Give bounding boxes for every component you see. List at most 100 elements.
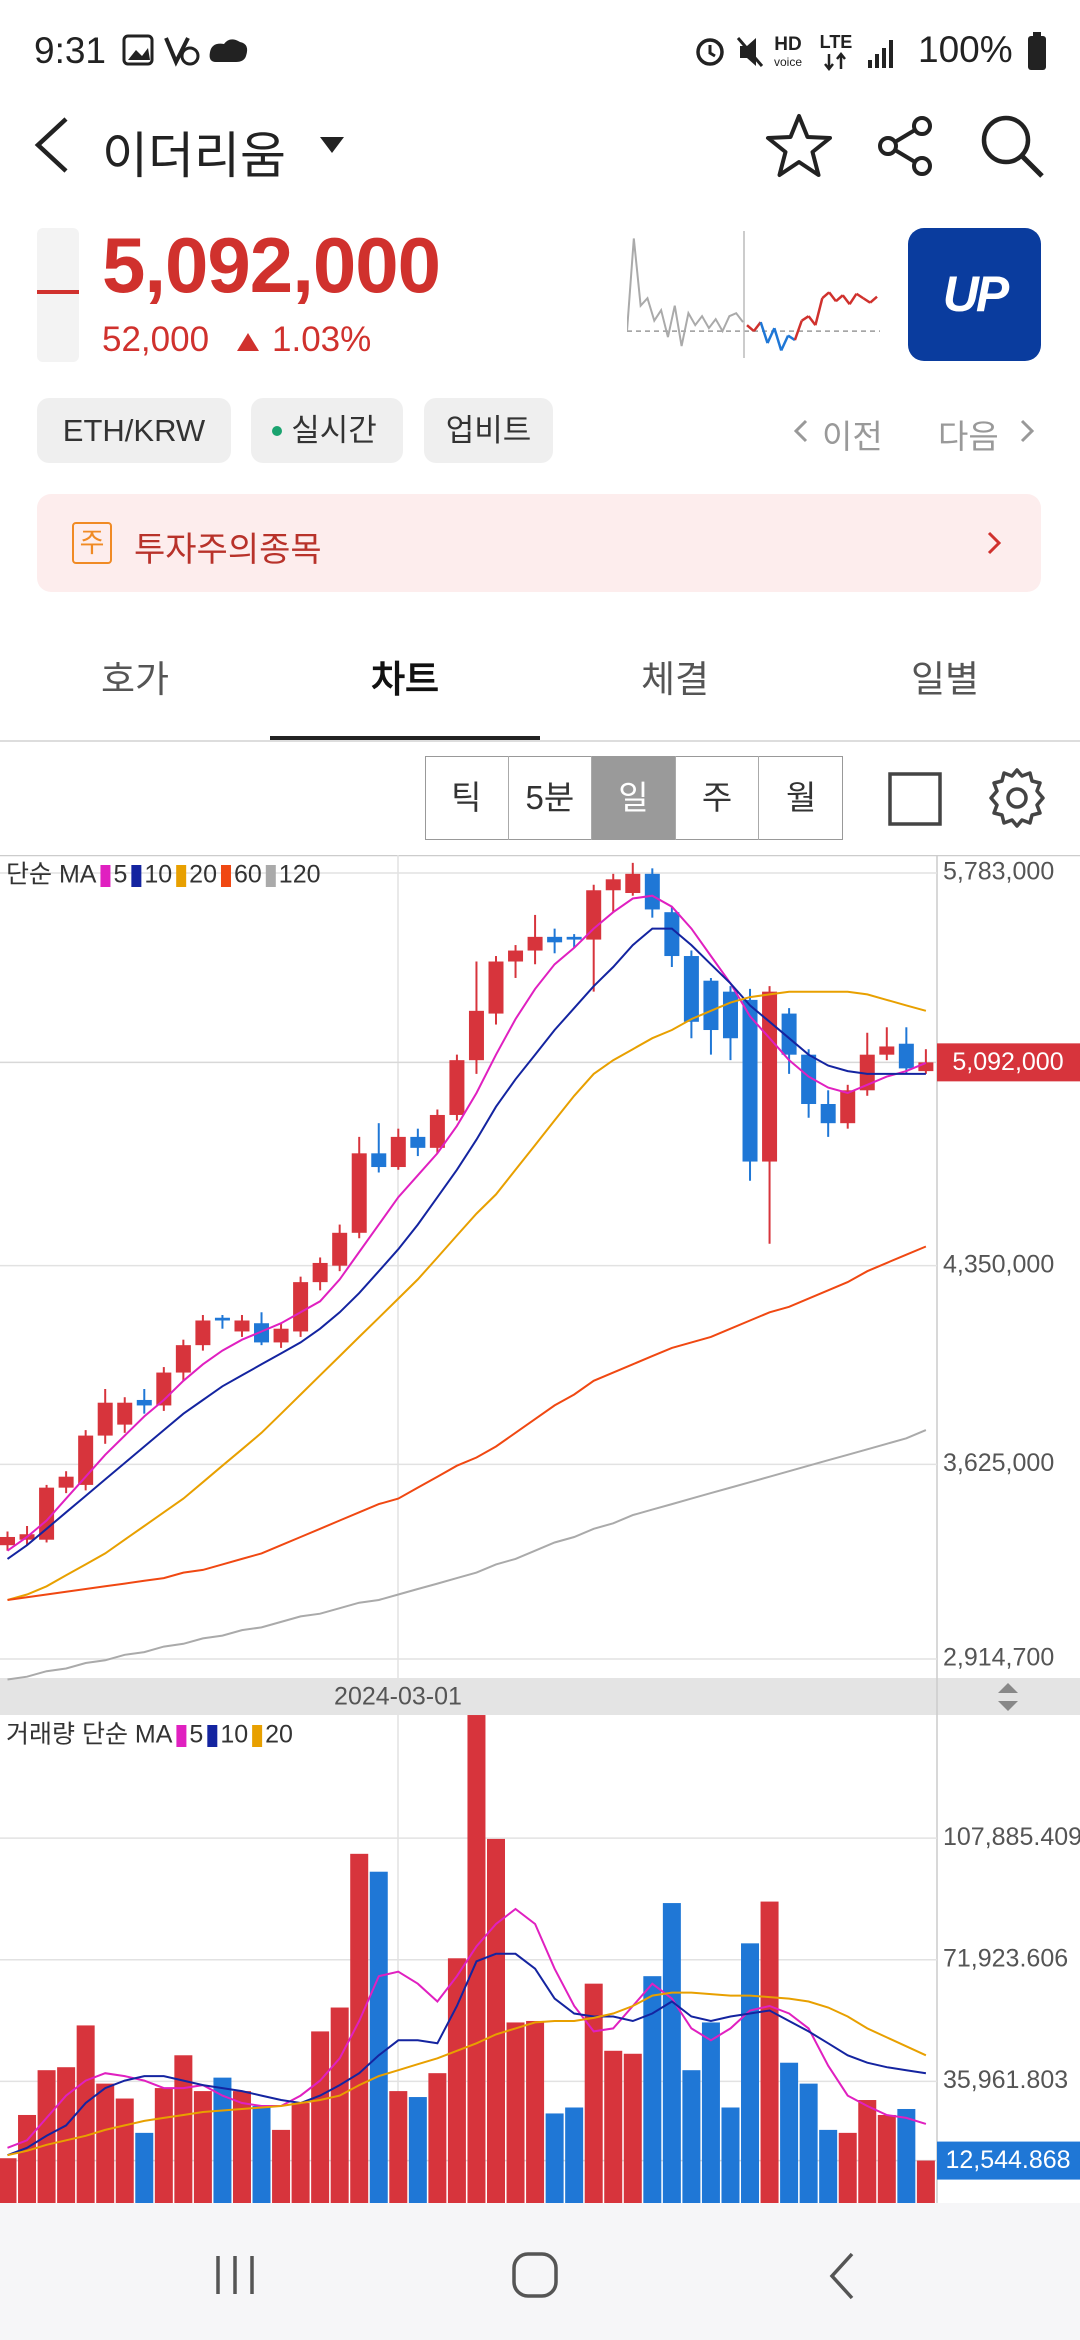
volume-bar — [389, 2091, 408, 2203]
candle-body — [117, 1402, 133, 1425]
settings-button[interactable] — [985, 766, 1049, 830]
fullscreen-icon — [888, 772, 942, 826]
candle-body — [820, 1104, 836, 1124]
ma-line — [7, 990, 927, 1601]
price-change: 52,000 — [102, 320, 210, 359]
current-value-label: 5,092,000 — [952, 1048, 1063, 1076]
tab-divider — [0, 740, 1080, 742]
tab[interactable]: 호가 — [100, 659, 170, 700]
fullscreen-button[interactable] — [886, 770, 944, 828]
current-value-box — [937, 2141, 1080, 2180]
spark-today-segment — [793, 320, 803, 341]
candle-body — [566, 936, 582, 940]
candle-body — [644, 873, 660, 910]
volume-bar — [643, 1976, 662, 2203]
lte-arrows — [824, 51, 846, 72]
recents-button[interactable] — [210, 2250, 260, 2300]
y-tick-label: 107,885.409 — [943, 1823, 1080, 1851]
spark-today-segment — [814, 297, 824, 326]
candle-body — [390, 1136, 406, 1168]
tab[interactable]: 차트 — [370, 659, 440, 700]
coin-title[interactable]: 이더리움 — [102, 128, 286, 184]
candle-body — [527, 936, 543, 951]
chart-area: 2024-03-01 2,914,700 3,625,000 4,350,000 5,… — [0, 855, 1080, 2203]
volume-bar — [57, 2067, 76, 2203]
tab[interactable]: 일별 — [910, 659, 980, 700]
realtime-chip[interactable]: 실시간 — [251, 398, 403, 463]
prev-arrow[interactable] — [790, 416, 814, 446]
mute-slash — [736, 37, 764, 67]
spark-today-segment — [780, 335, 790, 352]
volume-bar — [174, 2055, 193, 2203]
resize-handle[interactable] — [998, 1683, 1018, 1711]
candle-body — [742, 999, 758, 1162]
ma-line — [7, 1991, 927, 2157]
period-button[interactable]: 월 — [786, 779, 817, 816]
cloud-icon — [209, 39, 248, 62]
lte-label: LTE — [820, 32, 853, 52]
back-nav-button[interactable] — [822, 2250, 862, 2302]
notice-text: 투자주의종목 — [134, 531, 322, 569]
notice-badge: 주 — [72, 522, 112, 564]
battery-tip — [1033, 32, 1041, 37]
volume-bar — [565, 2107, 584, 2203]
volume-bar — [506, 2022, 525, 2203]
spark-today-segment — [821, 291, 830, 300]
realtime-dot — [272, 426, 282, 436]
home-icon — [512, 2252, 558, 2298]
spark-today-segment — [787, 334, 796, 342]
spark-today-segment — [746, 324, 755, 333]
home-button[interactable] — [510, 2250, 562, 2302]
ma-line — [7, 1429, 927, 1681]
candle-body — [586, 890, 602, 940]
range-marker — [37, 290, 79, 294]
period-button[interactable]: 일 — [592, 756, 676, 840]
prev-link[interactable]: 이전 — [822, 418, 883, 455]
notice-banner[interactable] — [37, 494, 1041, 592]
gallery-icon-shape — [128, 48, 150, 60]
next-arrow[interactable] — [1014, 416, 1038, 446]
dropdown-caret — [320, 137, 344, 153]
candle-body — [234, 1320, 250, 1332]
period-button[interactable]: 주 — [676, 756, 760, 840]
exchange-chip[interactable]: 업비트 — [424, 398, 553, 463]
legend-swatch — [100, 865, 111, 887]
legend-title: 단순 MA — [6, 861, 97, 889]
voice-label: voice — [774, 55, 802, 69]
date-label: 2024-03-01 — [334, 1683, 462, 1711]
volume-bar — [0, 2158, 17, 2203]
next-link[interactable]: 다음 — [938, 418, 999, 455]
candle-body — [840, 1090, 856, 1124]
market-chip[interactable]: ETH/KRW — [37, 398, 231, 463]
candle-body — [273, 1328, 289, 1343]
period-button[interactable]: 틱 — [425, 756, 509, 840]
gear-outline — [989, 768, 1045, 828]
legend-swatch — [265, 865, 276, 887]
candle-body — [918, 1062, 934, 1072]
legend-label: 5 — [189, 1721, 203, 1749]
battery-icon — [1028, 36, 1046, 70]
candle-body — [683, 956, 699, 1022]
back-button[interactable] — [28, 115, 78, 175]
current-price: 5,092,000 — [102, 221, 441, 309]
volume-bar — [662, 1903, 681, 2203]
title-dropdown[interactable] — [318, 133, 348, 157]
candle-body — [410, 1136, 426, 1148]
candle-body — [293, 1282, 309, 1332]
search-button[interactable] — [978, 112, 1048, 182]
period-button[interactable]: 5분 — [509, 756, 593, 840]
share-button[interactable] — [874, 114, 938, 178]
legend-title: 거래량 단순 MA — [6, 1721, 173, 1749]
legend-label: 10 — [220, 1721, 248, 1749]
tab[interactable]: 체결 — [640, 659, 710, 700]
spark-today-segment — [801, 315, 810, 322]
volume-bar — [193, 2091, 212, 2203]
favorite-button[interactable] — [764, 112, 834, 180]
volume-bar — [291, 2103, 310, 2203]
candle-body — [312, 1262, 328, 1283]
y-tick-label: 3,625,000 — [943, 1449, 1054, 1477]
candle-body — [449, 1060, 465, 1115]
volume-bar — [330, 2007, 349, 2203]
